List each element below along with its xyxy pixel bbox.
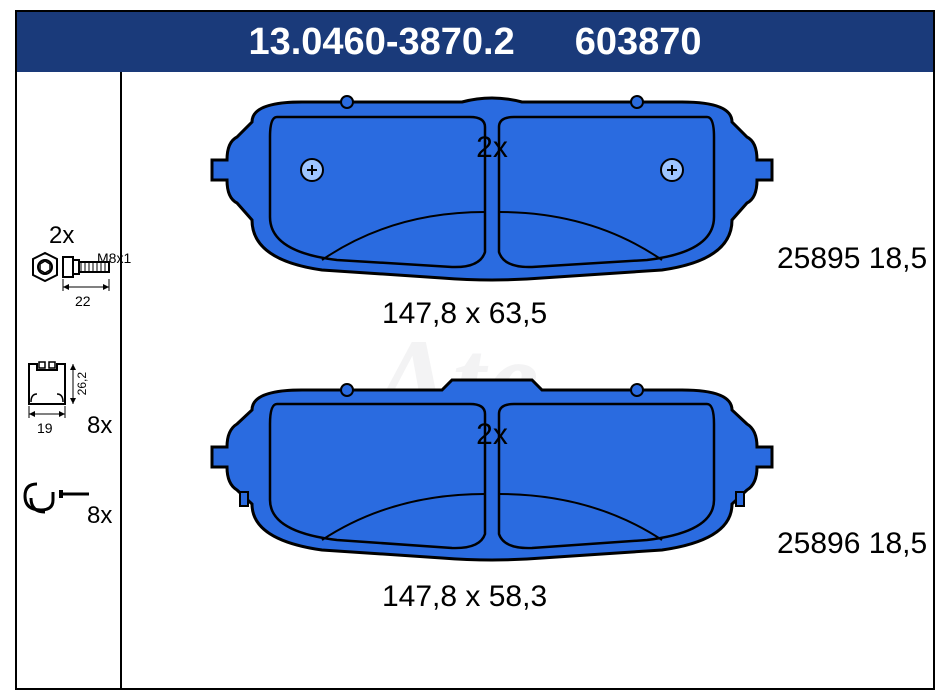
clip-height: 26,2 bbox=[75, 372, 89, 395]
bolt-length: 22 bbox=[75, 293, 91, 309]
accessories-panel: 2x M8x1 22 bbox=[17, 72, 120, 688]
bottom-pad-dimensions: 147,8 x 58,3 bbox=[382, 580, 547, 614]
bottom-pad-refcode: 25896 18,5 bbox=[777, 527, 927, 561]
main-diagram: Ate 2x 147,8 x 63,5 25895 18,5 bbox=[122, 72, 933, 688]
short-code: 603870 bbox=[575, 21, 702, 64]
svg-text:2x: 2x bbox=[476, 418, 508, 451]
top-pad-refcode: 25895 18,5 bbox=[777, 242, 927, 276]
svg-text:2x: 2x bbox=[476, 131, 508, 164]
spring-qty: 8x bbox=[87, 502, 112, 530]
top-pad-dimensions: 147,8 x 63,5 bbox=[382, 297, 547, 331]
clip-qty: 8x bbox=[87, 412, 112, 440]
bolt-qty: 2x bbox=[49, 222, 74, 250]
bottom-brake-pad: 2x bbox=[192, 372, 792, 582]
part-number: 13.0460-3870.2 bbox=[248, 21, 514, 64]
top-brake-pad: 2x bbox=[192, 82, 792, 302]
header-bar: 13.0460-3870.2 603870 bbox=[17, 12, 933, 72]
clip-width: 19 bbox=[37, 420, 53, 436]
